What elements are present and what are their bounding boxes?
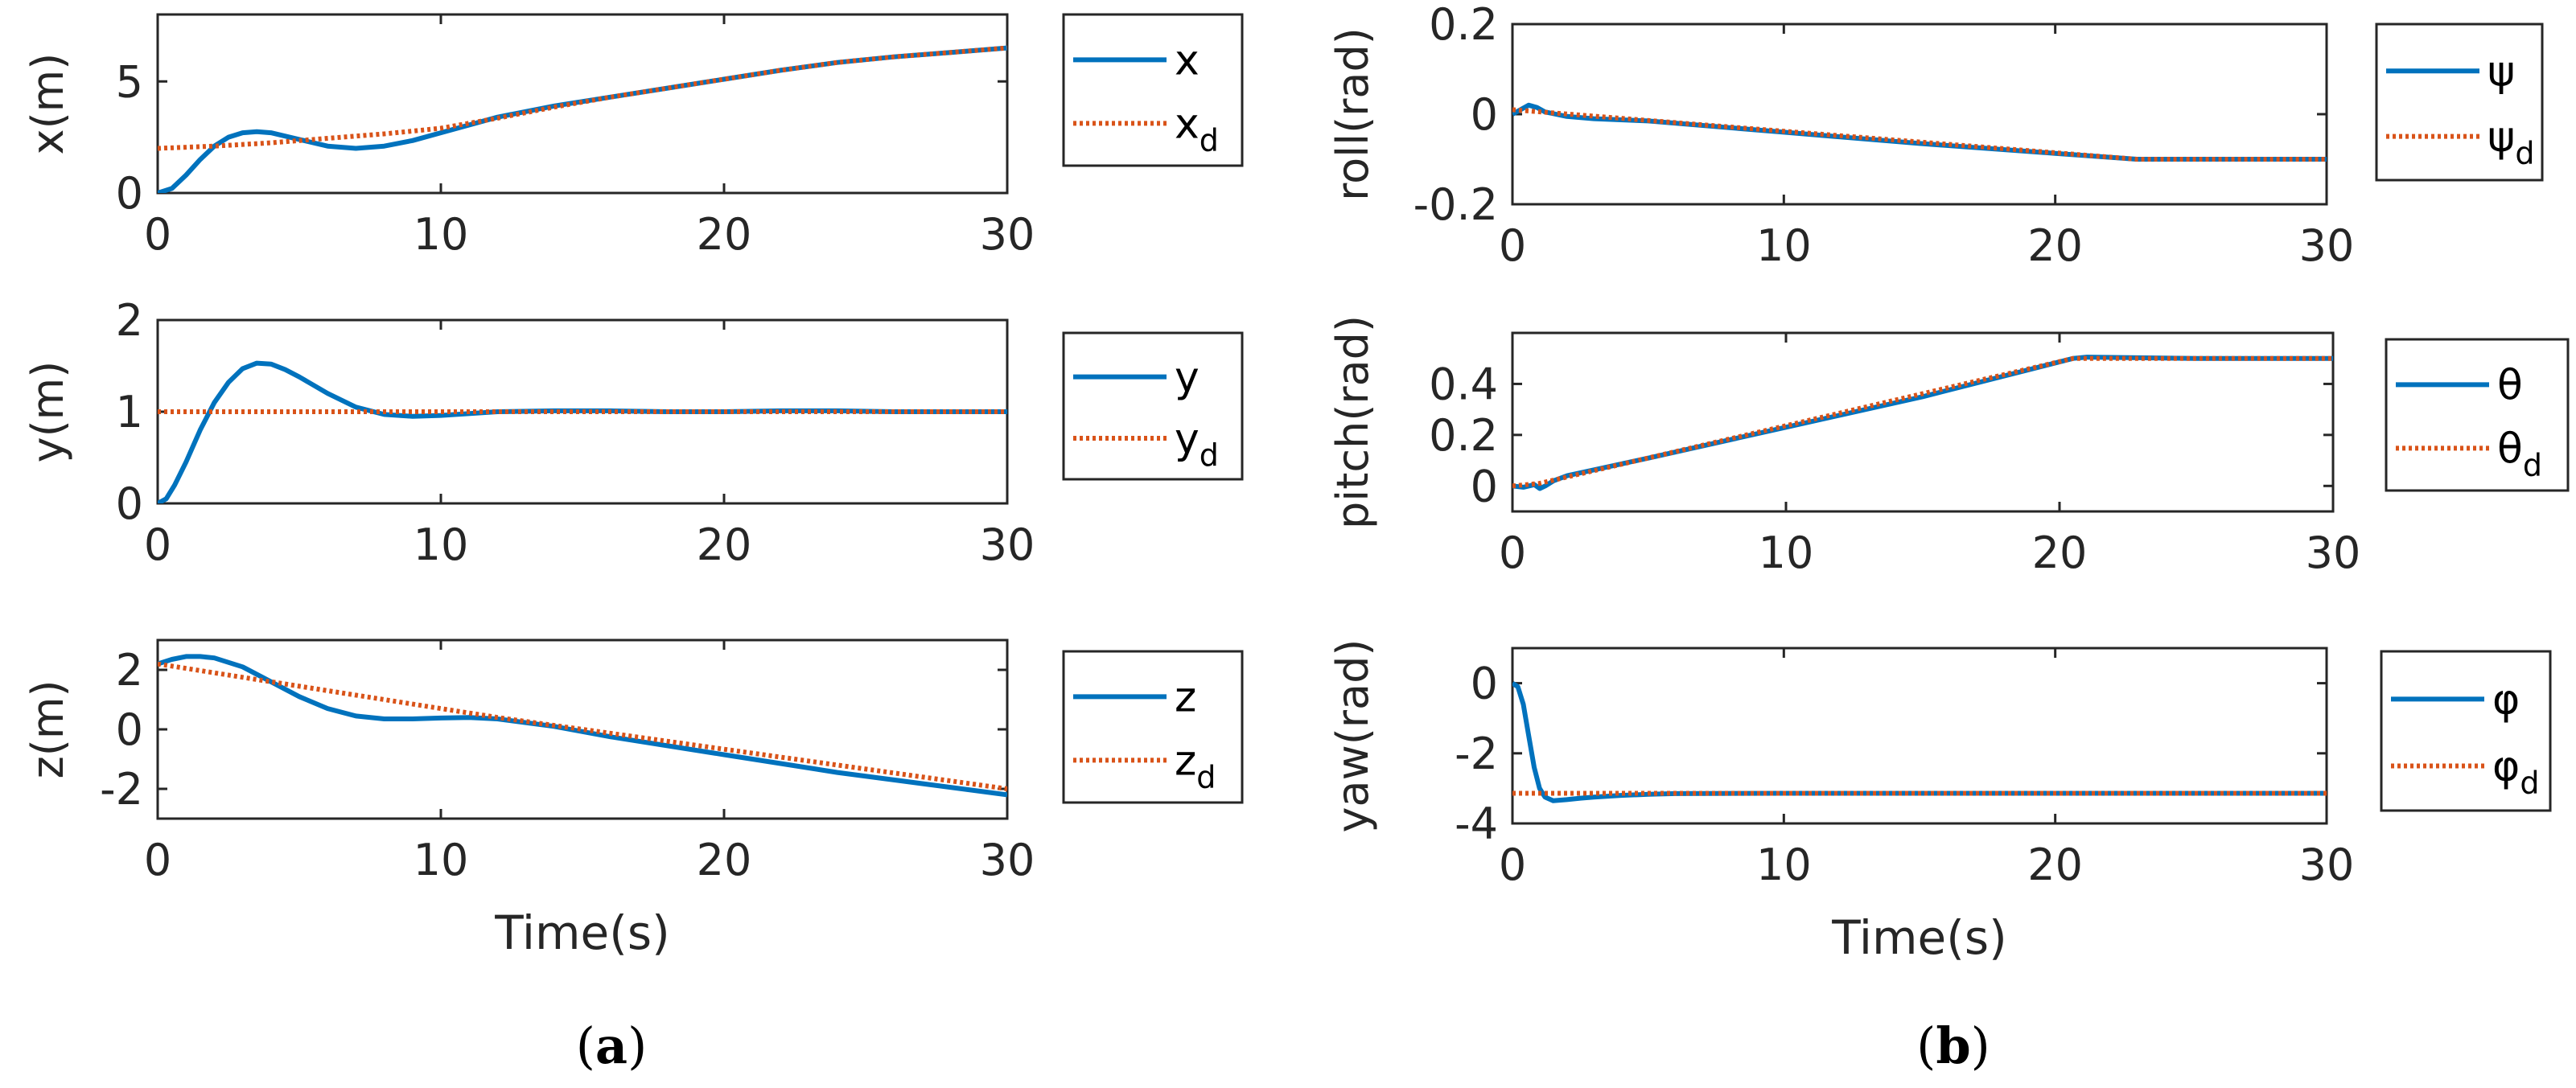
y-tick-label: 2: [116, 295, 143, 346]
x-axis-label: Time(s): [494, 905, 669, 960]
y-tick-label: 0.2: [1429, 410, 1498, 461]
y-tick-label: 0: [116, 478, 143, 529]
y-axis-label: roll(rad): [1327, 27, 1378, 201]
x-tick-label: 0: [144, 519, 171, 570]
legend-pitch: θ θd: [2385, 338, 2570, 492]
y-axis-label: x(m): [23, 53, 73, 155]
legend-box: [1062, 13, 1244, 167]
y-axis-label: yaw(rad): [1327, 639, 1378, 833]
legend-roll: ψ ψd: [2375, 23, 2544, 182]
legend-label: ψd: [2488, 113, 2534, 171]
y-axis-label: z(m): [23, 679, 73, 778]
x-tick-label: 0: [144, 209, 171, 260]
x-axis-label: Time(s): [1831, 910, 2006, 965]
x-tick-label: 0: [1499, 528, 1526, 578]
x-tick-label: 0: [144, 835, 171, 885]
y-tick-label: -2: [1455, 729, 1498, 779]
legend-label: φ: [2492, 675, 2520, 724]
legend-box: [2385, 338, 2570, 492]
x-tick-label: 30: [2299, 220, 2355, 271]
legend-label: yd: [1175, 415, 1219, 473]
legend-label: xd: [1175, 100, 1219, 158]
legend-label: zd: [1175, 737, 1216, 794]
legend-label: y: [1175, 354, 1200, 402]
x-tick-label: 10: [1756, 840, 1812, 890]
legend-box: [2380, 650, 2552, 812]
x-tick-label: 30: [2299, 840, 2355, 890]
series-line-roll-desired: [1512, 107, 2327, 162]
axes-box-roll: [1511, 23, 2328, 206]
x-tick-label: 10: [414, 209, 469, 260]
legend-x: x xd: [1062, 13, 1244, 167]
legend-box: [2375, 23, 2544, 182]
legend-y: y yd: [1062, 331, 1244, 481]
y-tick-label: 0.2: [1429, 0, 1498, 50]
y-tick-label: 0: [1471, 659, 1498, 709]
x-tick-label: 30: [980, 835, 1035, 885]
chart-yaw: 0 10 20 30 -4 -2 0 yaw(rad) Time(s) φ φd: [1327, 639, 2552, 965]
y-tick-label: -4: [1455, 799, 1498, 849]
legend-label: θd: [2497, 425, 2542, 482]
x-tick-label: 30: [980, 519, 1035, 570]
legend-label: θ: [2497, 361, 2523, 409]
x-tick-label: 10: [1759, 528, 1814, 578]
series-line-x-actual: [158, 45, 1007, 193]
legend-box: [1062, 331, 1244, 481]
x-tick-label: 10: [414, 519, 469, 570]
series-line-y-actual: [158, 360, 1007, 503]
chart-x: 0 10 20 30 0 5 x(m) x xd: [23, 13, 1244, 260]
legend-label: ψ: [2488, 47, 2515, 96]
legend-label: φd: [2492, 743, 2539, 801]
x-tick-label: 10: [414, 835, 469, 885]
x-tick-label: 20: [2032, 528, 2088, 578]
legend-label: x: [1175, 36, 1200, 84]
y-tick-label: 0.4: [1429, 359, 1498, 409]
x-tick-label: 10: [1756, 220, 1812, 271]
y-tick-label: -2: [100, 764, 143, 815]
x-tick-label: 30: [980, 209, 1035, 260]
x-tick-label: 0: [1499, 220, 1526, 271]
y-axis-label: y(m): [23, 361, 73, 463]
x-tick-label: 0: [1499, 840, 1526, 890]
legend-label: z: [1175, 673, 1196, 721]
y-tick-label: 1: [116, 387, 143, 437]
series-line-pitch-desired: [1512, 355, 2333, 489]
y-tick-label: 2: [116, 645, 143, 696]
legend-box: [1062, 650, 1244, 804]
chart-y: 0 10 20 30 0 1 2 y(m) y yd: [23, 295, 1244, 570]
x-tick-label: 20: [2027, 220, 2083, 271]
legend-yaw: φ φd: [2380, 650, 2552, 812]
x-tick-label: 20: [697, 835, 752, 885]
y-tick-label: 0: [1471, 89, 1498, 140]
series-line-x-desired: [158, 45, 1007, 151]
y-tick-label: 0: [1471, 461, 1498, 511]
x-tick-label: 20: [697, 519, 752, 570]
x-tick-label: 20: [2027, 840, 2083, 890]
y-tick-label: 0: [116, 704, 143, 755]
series-line-z-desired: [158, 661, 1007, 791]
y-tick-label: 0: [116, 168, 143, 219]
x-tick-label: 20: [697, 209, 752, 260]
y-axis-label: pitch(rad): [1327, 315, 1378, 529]
axes-box-pitch: [1511, 331, 2335, 513]
series-line-z-actual: [158, 654, 1007, 798]
legend-z: z zd: [1062, 650, 1244, 804]
panel-caption-b: (b): [1916, 1016, 1990, 1075]
panel-caption-a: (a): [576, 1016, 648, 1075]
y-tick-label: -0.2: [1414, 179, 1498, 230]
y-tick-label: 5: [116, 56, 143, 107]
x-tick-label: 30: [2306, 528, 2361, 578]
